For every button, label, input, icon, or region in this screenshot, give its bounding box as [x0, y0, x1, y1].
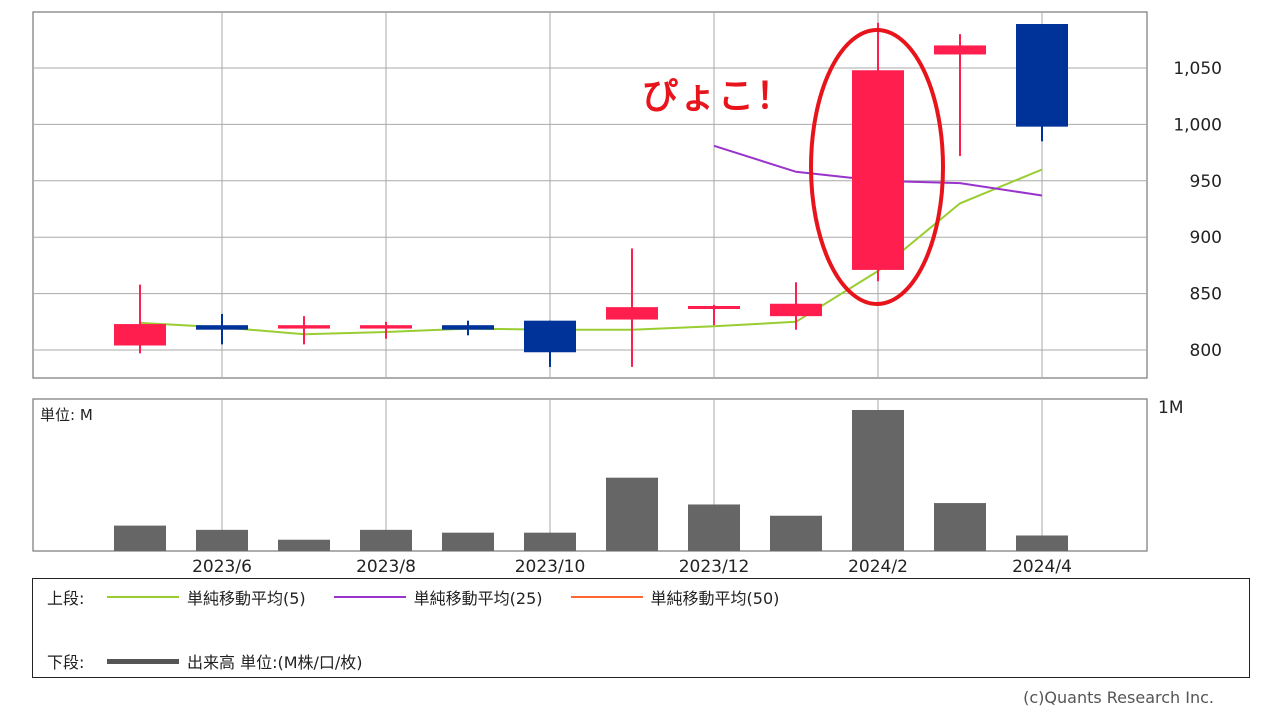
candle	[934, 34, 986, 156]
volume-bar	[278, 539, 330, 551]
candle	[606, 248, 658, 367]
legend-text-ma5: 単純移動平均(5)	[187, 589, 306, 608]
candle-body	[688, 306, 740, 310]
candle	[688, 304, 740, 326]
legend-lower-label: 下段:	[47, 653, 85, 672]
candle	[114, 284, 166, 354]
x-tick-label: 2023/8	[356, 557, 416, 577]
candle	[278, 316, 330, 345]
candle-body	[196, 325, 248, 330]
y-tick-label: 1,050	[1173, 59, 1222, 79]
legend-lower-row: 下段: 出来高 単位:(M株/口/枚)	[47, 649, 391, 673]
candle-body	[278, 325, 330, 329]
annotation-text: ぴょこ！	[642, 76, 794, 117]
x-tick-label: 2023/12	[679, 557, 750, 577]
legend-swatch-ma50	[570, 596, 643, 598]
legend-text-volume: 出来高 単位:(M株/口/枚)	[187, 653, 363, 672]
legend-upper-label: 上段:	[47, 589, 85, 608]
volume-bar	[688, 504, 740, 551]
volume-bar	[606, 477, 658, 551]
candle-body	[606, 307, 658, 320]
legend-text-ma25: 単純移動平均(25)	[413, 589, 543, 608]
volume-bar	[196, 529, 248, 551]
candle	[770, 282, 822, 330]
x-tick-label: 2023/6	[192, 557, 252, 577]
candle-body	[114, 324, 166, 346]
legend-item-ma50: 単純移動平均(50)	[570, 585, 780, 609]
candle	[360, 321, 412, 339]
price-panel: 800 850 900 950 1,000 1,050	[32, 11, 1222, 379]
legend-swatch-ma5	[107, 596, 179, 598]
price-plot-frame	[32, 11, 1148, 379]
annotation-layer: ぴょこ！	[642, 28, 945, 306]
volume-bar	[770, 515, 822, 551]
legend: 上段: 単純移動平均(5) 単純移動平均(25) 単純移動平均(50) 下段: …	[32, 578, 1250, 678]
copyright-text: (c)Quants Research Inc.	[1023, 688, 1214, 707]
candle-body	[442, 325, 494, 330]
volume-bar	[114, 525, 166, 551]
candle-body	[852, 70, 904, 270]
y-tick-label: 950	[1190, 172, 1222, 192]
legend-item-volume: 出来高 単位:(M株/口/枚)	[107, 649, 363, 673]
y-tick-label: 850	[1190, 285, 1222, 305]
legend-item-ma5: 単純移動平均(5)	[107, 585, 306, 609]
highlight-ellipse	[809, 28, 945, 306]
volume-max-label: 1M	[1158, 398, 1183, 418]
candle	[1016, 24, 1068, 142]
volume-unit-label: 単位: M	[40, 406, 93, 424]
legend-item-ma25: 単純移動平均(25)	[333, 585, 543, 609]
legend-swatch-ma25	[333, 596, 406, 598]
candle	[442, 320, 494, 336]
volume-bar	[852, 410, 904, 551]
volume-bar	[442, 532, 494, 551]
volume-bar	[360, 529, 412, 551]
volume-bar	[1016, 535, 1068, 551]
volume-panel: 2023/6 2023/8 2023/10 2023/12 2024/2 2024/4 単位…	[32, 398, 1183, 577]
legend-upper-row: 上段: 単純移動平均(5) 単純移動平均(25) 単純移動平均(50)	[47, 585, 807, 609]
y-tick-label: 1,000	[1173, 115, 1222, 135]
candle	[196, 313, 248, 345]
x-tick-label: 2024/2	[848, 557, 908, 577]
volume-bar	[934, 503, 986, 551]
x-tick-label: 2023/10	[515, 557, 586, 577]
candle-body	[360, 325, 412, 329]
y-tick-label: 800	[1190, 341, 1222, 361]
y-tick-label: 900	[1190, 228, 1222, 248]
candle-body	[1016, 24, 1068, 127]
x-tick-label: 2024/4	[1012, 557, 1072, 577]
volume-bar	[524, 532, 576, 551]
legend-text-ma50: 単純移動平均(50)	[650, 589, 780, 608]
legend-swatch-volume	[107, 658, 179, 664]
candle	[524, 320, 576, 367]
candle-body	[524, 320, 576, 353]
candle-body	[770, 303, 822, 317]
candle-body	[934, 45, 986, 55]
candle	[852, 22, 904, 282]
